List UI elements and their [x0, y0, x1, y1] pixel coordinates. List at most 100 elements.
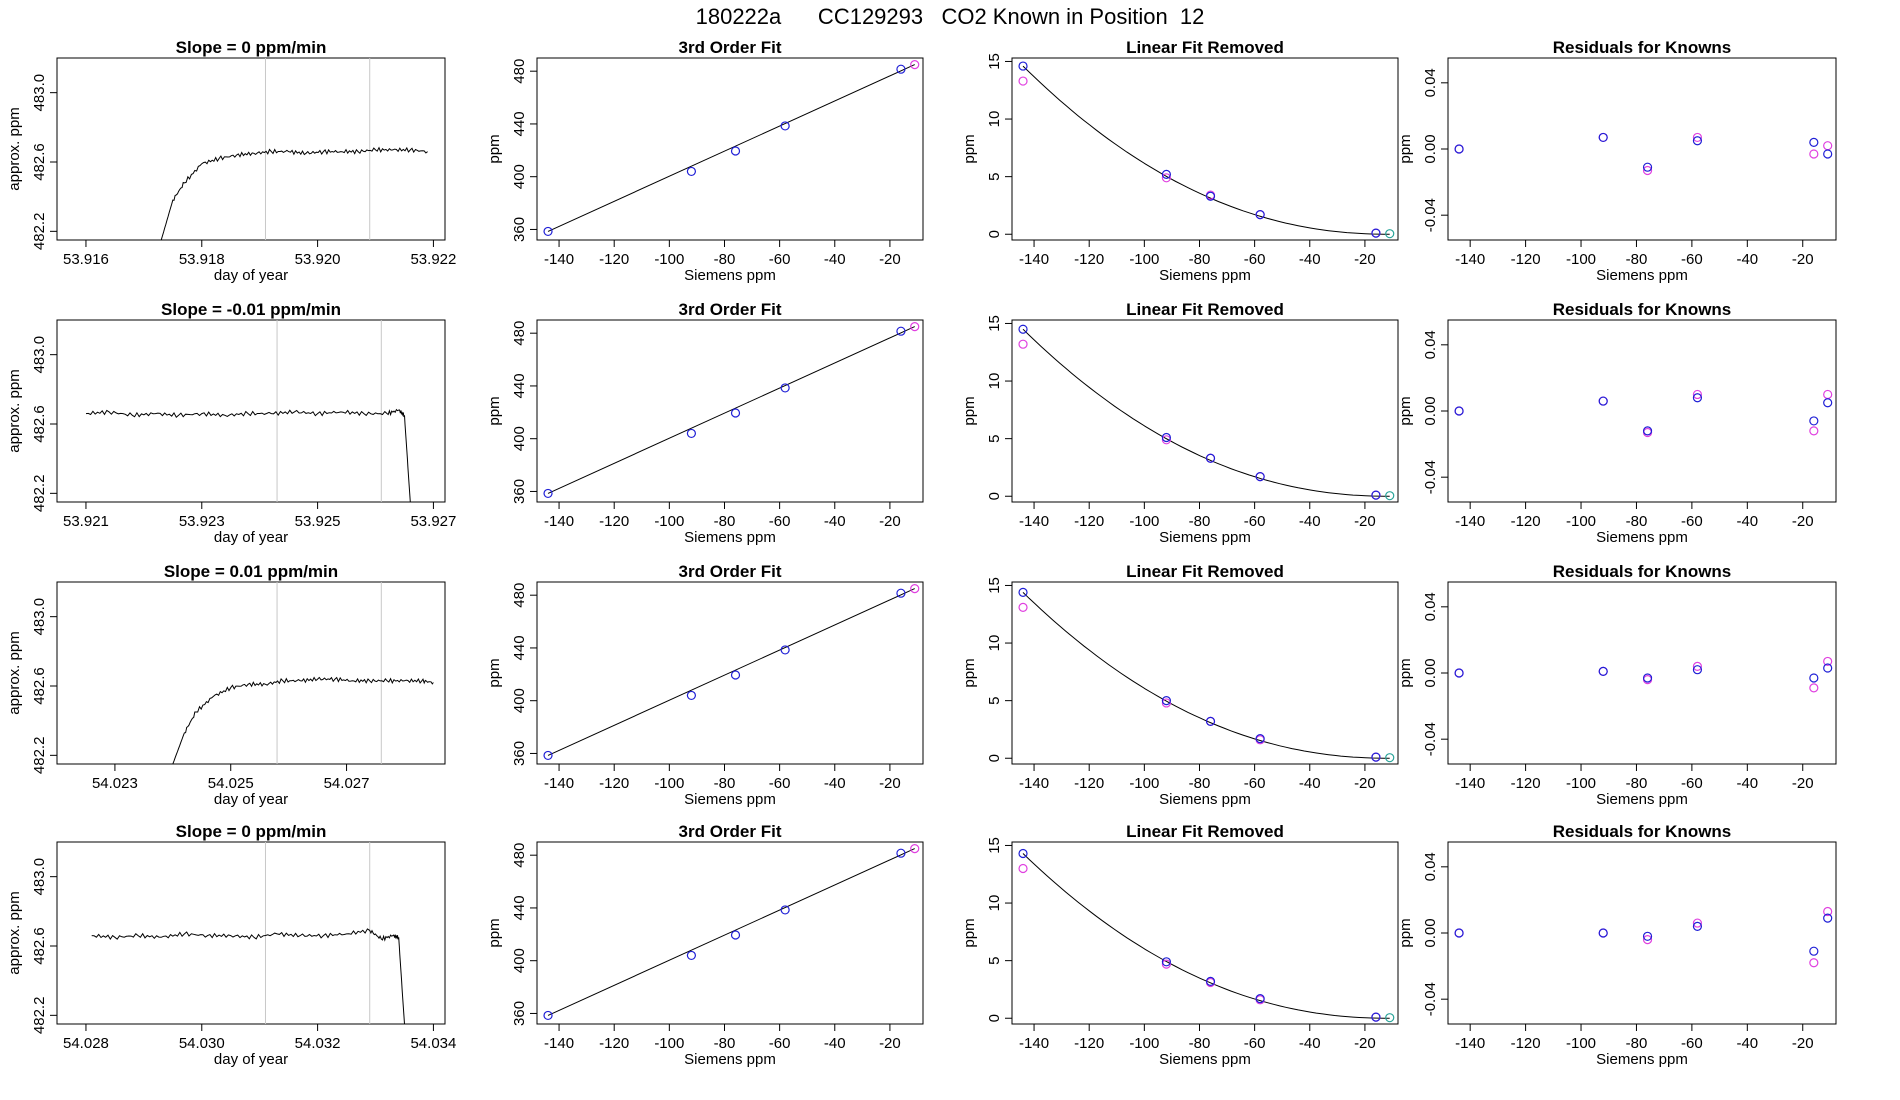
panel-2-2-ytick-label: 440 [511, 373, 528, 398]
panel-1-1-xlabel: day of year [214, 267, 288, 284]
panel-4-4-xtick-label: -100 [1566, 1035, 1596, 1052]
panel-2-3-xlabel: Siemens ppm [1159, 529, 1251, 546]
panel-3-4-ytick-label: 0.04 [1422, 592, 1439, 621]
panel-4-1-frame [56, 841, 446, 1025]
panel-1-4-xtick-label: -120 [1511, 251, 1541, 268]
panel-3-4-xtick-label: -140 [1455, 775, 1485, 792]
panel-3-2-xtick-label: -80 [714, 775, 736, 792]
panel-4-2-point-blue [686, 950, 697, 961]
panel-1-2-xtick-label: -100 [654, 251, 684, 268]
panel-4-2-point-blue [730, 930, 741, 940]
panel-2-4-xtick-label: -20 [1792, 513, 1814, 530]
panel-1-2-ytick-label: 440 [511, 111, 528, 136]
panel-1-2-ylabel: ppm [486, 134, 503, 163]
panel-1-3-frame [1011, 57, 1399, 241]
panel-2-4-ylabel: ppm [1397, 396, 1414, 425]
panel-2-3-ylabel: ppm [961, 396, 978, 425]
panel-1-3-title: Linear Fit Removed [1126, 38, 1284, 57]
panel-2-3-ytick-label: 15 [986, 315, 1003, 332]
panel-4-4-xtick-label: -140 [1455, 1035, 1485, 1052]
panel-4-2-xtick-label: -120 [599, 1035, 629, 1052]
panel-2-1-xtick-label: 53.925 [295, 513, 341, 530]
panel-2-3-point-blue [1018, 324, 1028, 334]
panel-3-3-point-blue [1205, 716, 1216, 726]
panel-2-4-xtick-label: -120 [1511, 513, 1541, 530]
panel-4-4-point-blue [1454, 928, 1464, 938]
panel-4-2-xlabel: Siemens ppm [684, 1051, 776, 1068]
panel-4-2-ytick-label: 440 [511, 895, 528, 920]
panel-3-4-title: Residuals for Knowns [1553, 562, 1732, 581]
panel-2-4-ytick-label: 0.04 [1422, 330, 1439, 359]
panel-3-3-xtick-label: -20 [1354, 775, 1376, 792]
panel-3-4-point-blue [1454, 668, 1464, 678]
panel-3-4-point-blue [1823, 663, 1833, 673]
panel-3-2-point-blue [543, 750, 553, 761]
panel-4-2-xtick-label: -20 [879, 1035, 901, 1052]
panel-4-2-ytick-label: 360 [511, 1001, 528, 1026]
panel-1-3-xtick-label: -60 [1244, 251, 1266, 268]
panel-3-2-xtick-label: -60 [769, 775, 791, 792]
panel-4-4-point-magenta [1809, 958, 1819, 968]
panel-1-3-point-blue [1255, 210, 1265, 220]
panel-3-3-ytick-label: 15 [986, 577, 1003, 594]
panel-2-3-xtick-label: -140 [1019, 513, 1049, 530]
panel-2-3-point-blue [1161, 432, 1172, 443]
panel-3-1-xlabel: day of year [214, 791, 288, 808]
panel-3-3-xtick-label: -140 [1019, 775, 1049, 792]
panel-1-3-xtick-label: -100 [1129, 251, 1159, 268]
panel-4-3-point-blue [1205, 976, 1216, 986]
panel-1-2-ytick-label: 400 [511, 164, 528, 189]
panel-1-3-point-blue [1018, 61, 1028, 71]
panel-4-3-point-blue [1018, 848, 1028, 859]
panel-4-4-xtick-label: -60 [1681, 1035, 1703, 1052]
panel-3-3-point-blue [1018, 587, 1028, 597]
panel-1-3-point-blue [1205, 191, 1216, 201]
panel-1-4-ylabel: ppm [1397, 134, 1414, 163]
panel-4-1-ytick-label: 482.2 [31, 997, 48, 1035]
panel-2-4-point-blue [1809, 416, 1819, 426]
panel-4-4-ytick-label: 0.00 [1422, 918, 1439, 947]
panel-3-2-ylabel: ppm [486, 658, 503, 687]
panel-3-3-ylabel: ppm [961, 658, 978, 687]
panel-3-1-ylabel: approx. ppm [6, 631, 23, 714]
panel-4-4-point-magenta [1642, 935, 1653, 945]
panel-1-4-xtick-label: -140 [1455, 251, 1485, 268]
panel-2-1-frame [56, 319, 446, 503]
panel-3-1-ytick-label: 482.6 [31, 667, 48, 705]
panel-2-1-xlabel: day of year [214, 529, 288, 546]
panel-3-4-xtick-label: -40 [1736, 775, 1758, 792]
panel-1-4-point-blue [1692, 136, 1703, 146]
panel-4-4-ytick-label: -0.04 [1422, 982, 1439, 1016]
panel-3-1-xtick-label: 54.027 [324, 775, 370, 792]
panel-1-4-frame [1447, 57, 1837, 241]
panel-3-1-frame [56, 581, 446, 765]
panel-3-4-point-blue [1642, 673, 1653, 683]
panel-1-1-xtick-label: 53.922 [410, 251, 456, 268]
panel-3-3-point-blue [1161, 696, 1172, 706]
panel-2-2-xtick-label: -140 [544, 513, 574, 530]
panel-2-4-point-magenta [1809, 426, 1819, 436]
panel-1-3-point-blue [1161, 169, 1172, 179]
panel-3-2-title: 3rd Order Fit [679, 562, 782, 581]
panel-1-4-point-blue [1598, 132, 1608, 143]
panel-4-3-point-blue [1255, 994, 1265, 1004]
panel-2-3-ytick-label: 0 [986, 492, 1003, 500]
panel-4-1-title: Slope = 0 ppm/min [176, 822, 327, 841]
panel-2-2-title: 3rd Order Fit [679, 300, 782, 319]
panel-3-2-point-magenta [910, 583, 920, 594]
panel-2-1-xtick-label: 53.921 [63, 513, 109, 530]
panel-2-4-xtick-label: -140 [1455, 513, 1485, 530]
panel-4-3-point-teal [1385, 1013, 1395, 1023]
panel-1-4-point-blue [1454, 144, 1464, 154]
panel-1-3-point-blue [1371, 228, 1381, 238]
panel-1-3-ytick-label: 5 [986, 172, 1003, 180]
panel-4-4-xtick-label: -80 [1626, 1035, 1648, 1052]
panel-4-1-xlabel: day of year [214, 1051, 288, 1068]
panel-3-4-xtick-label: -80 [1626, 775, 1648, 792]
panel-3-1-xtick-label: 54.025 [208, 775, 254, 792]
panel-1-3-xtick-label: -120 [1074, 251, 1104, 268]
panel-2-4-ytick-label: 0.00 [1422, 396, 1439, 425]
panel-4-4-xtick-label: -40 [1736, 1035, 1758, 1052]
panel-1-3-xtick-label: -80 [1189, 251, 1211, 268]
panel-2-2-xtick-label: -40 [824, 513, 846, 530]
